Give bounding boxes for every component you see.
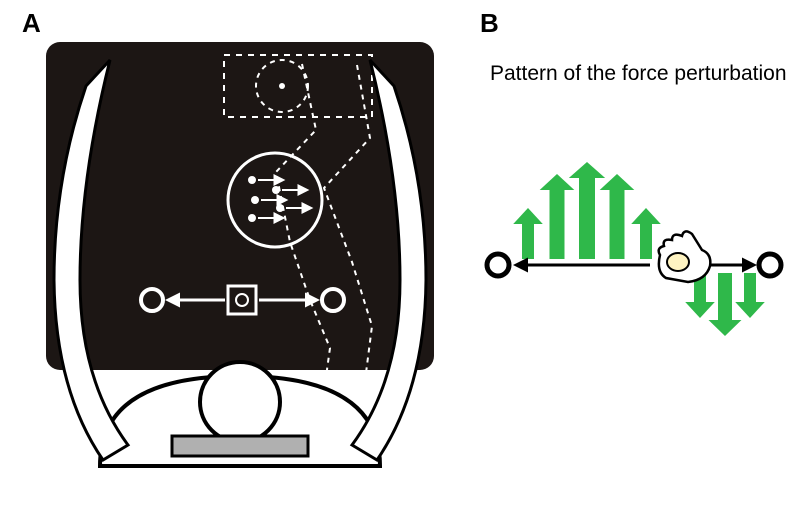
subject-head — [200, 362, 280, 442]
force-arrows-down — [685, 273, 765, 336]
figure-svg — [0, 0, 800, 530]
screen-bg — [46, 42, 434, 370]
b-left-target — [487, 254, 509, 276]
b-right-target — [759, 254, 781, 276]
force-arrows-up — [513, 162, 661, 259]
chinrest — [172, 436, 308, 456]
dashed-dot-icon — [279, 83, 285, 89]
hand-icon — [659, 231, 711, 282]
